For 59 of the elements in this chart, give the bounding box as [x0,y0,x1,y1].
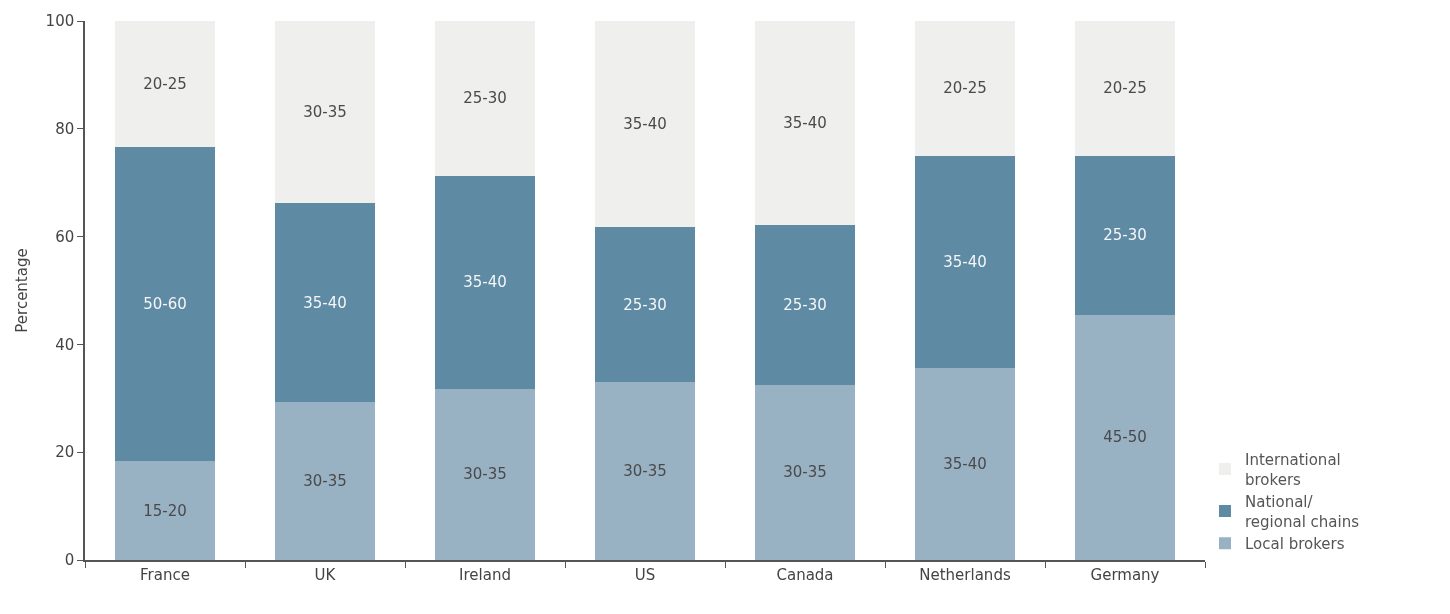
data-label: 25-30 [1103,226,1147,245]
x-tick-label: UK [314,565,337,584]
x-tick-label: France [140,565,190,584]
bar [595,226,695,383]
bar [435,388,535,560]
data-label: 35-40 [303,293,347,312]
bar [115,21,215,147]
y-tick-label: 80 [55,120,75,139]
bar [755,384,855,560]
bar [435,175,535,389]
x-tick-label: US [634,565,656,584]
bar [915,21,1015,156]
y-tick-label: 100 [45,12,75,31]
legend-label: National/ regional chains [1245,493,1360,531]
bar [275,402,375,560]
data-label: 20-25 [143,74,187,93]
data-label: 25-30 [623,295,667,314]
y-axis-title: Percentage [13,248,32,333]
data-label: 35-40 [463,273,507,292]
legend-label: International brokers [1245,451,1341,489]
data-label: 30-35 [623,462,667,481]
bar [595,21,695,227]
data-label: 50-60 [143,294,187,313]
data-label: 25-30 [783,296,827,315]
data-label: 30-35 [303,472,347,491]
y-tick-label: 40 [55,335,75,354]
x-tick-label: Ireland [459,565,511,584]
bar [595,382,695,560]
x-tick-label: Germany [1090,565,1160,584]
legend-label: Local brokers [1245,535,1345,554]
bar [1075,21,1175,156]
data-label: 15-20 [143,501,187,520]
data-label: 20-25 [943,79,987,98]
data-label: 30-35 [463,465,507,484]
data-label: 35-40 [623,114,667,133]
bar [435,21,535,176]
bar [1075,155,1175,315]
x-tick-label: Netherlands [919,565,1011,584]
bar [915,368,1015,560]
data-label: 35-40 [943,455,987,474]
data-label: 20-25 [1103,79,1147,98]
data-label: 30-35 [783,463,827,482]
bar [275,203,375,403]
y-tick-label: 60 [55,227,75,246]
bar [915,155,1015,369]
bar [115,461,215,560]
bar [755,225,855,385]
data-label: 35-40 [943,252,987,271]
data-label: 30-35 [303,103,347,122]
data-label: 45-50 [1103,428,1147,447]
bar [1075,314,1175,560]
bar [115,146,215,462]
y-tick-label: 0 [64,551,75,570]
y-tick-label: 20 [55,443,75,462]
x-tick-label: Canada [776,565,834,584]
data-label: 35-40 [783,114,827,133]
data-label: 25-30 [463,89,507,108]
bar [275,21,375,204]
bar [755,21,855,226]
